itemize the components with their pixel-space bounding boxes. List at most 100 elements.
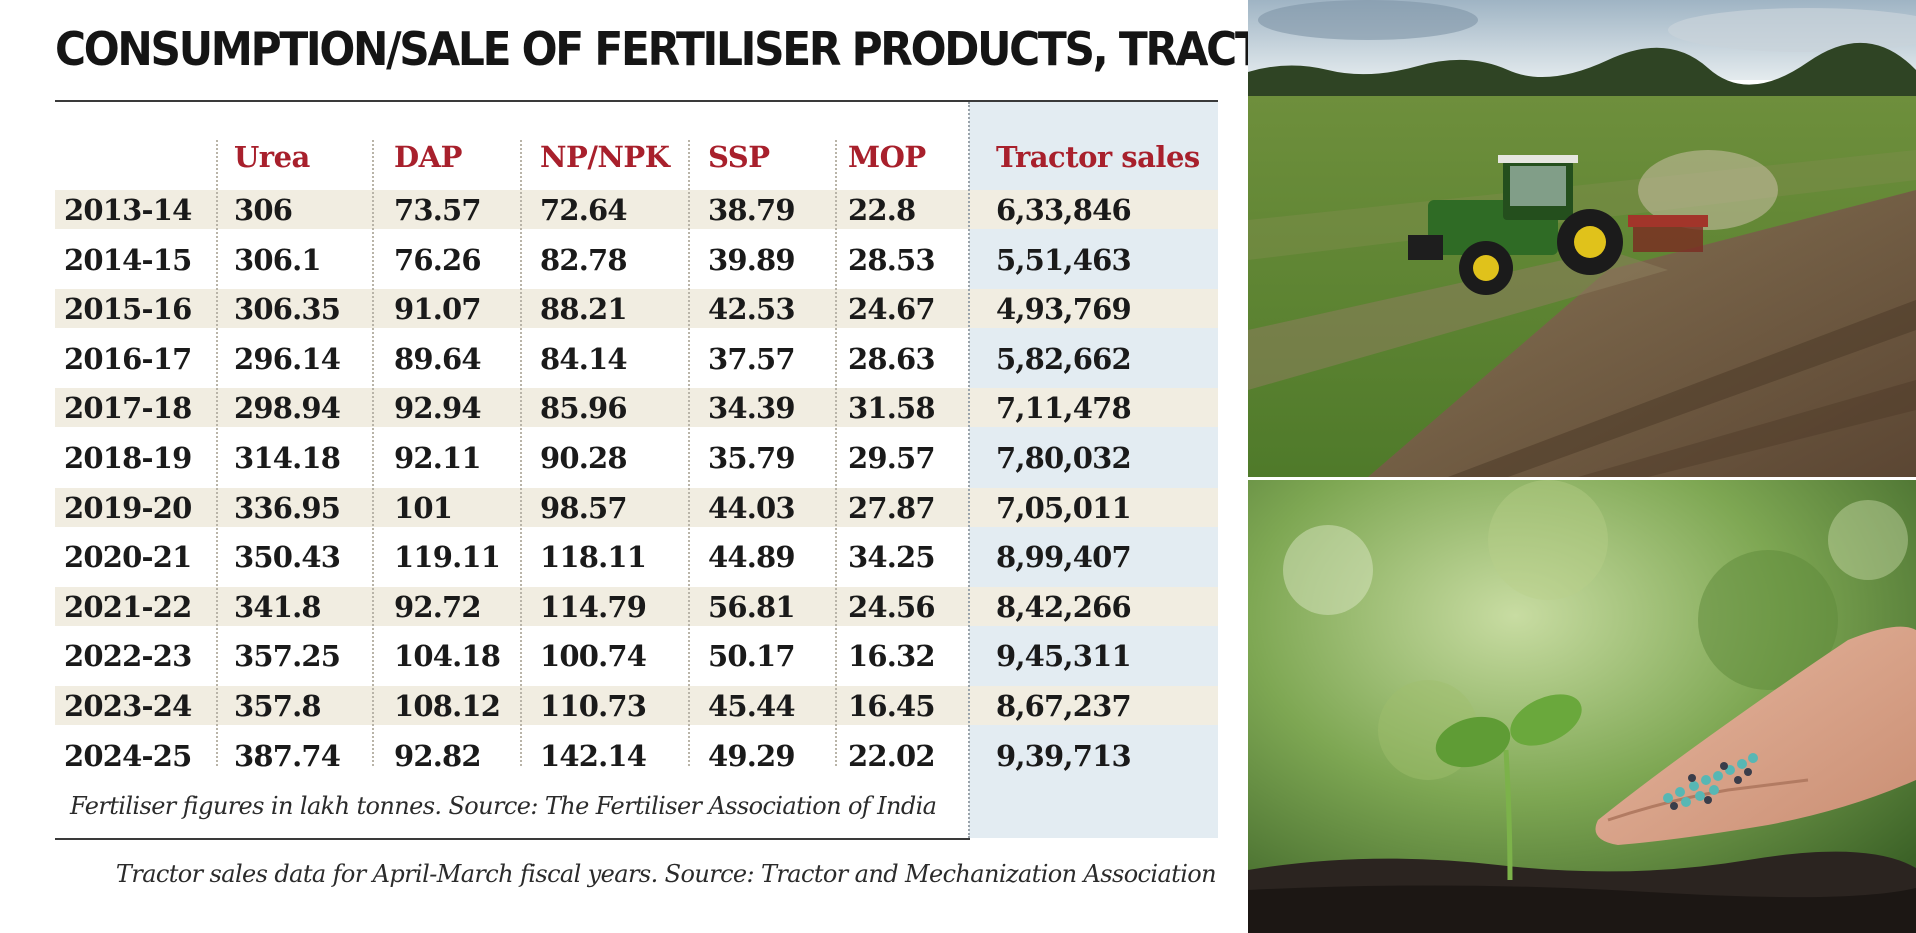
table-row: 2018-19 314.18 92.11 90.28 35.79 29.57 7,80,03… — [0, 438, 1248, 478]
column-divider — [835, 140, 837, 766]
row-stripe — [55, 289, 1218, 329]
column-divider — [216, 140, 218, 766]
infographic-panel: CONSUMPTION/SALE OF FERTILISER PRODUCTS,… — [0, 22, 1356, 888]
table-row: 2013-14 306 73.57 72.64 38.79 22.8 6,33,846 — [0, 190, 1248, 230]
header-tractor-sales: Tractor sales — [996, 140, 1200, 174]
cell-np-npk: 142.14 — [540, 738, 647, 773]
cell-mop: 27.87 — [848, 490, 936, 525]
cell-dap: 92.94 — [394, 391, 482, 426]
cell-urea: 336.95 — [234, 490, 341, 525]
cell-np-npk: 90.28 — [540, 441, 628, 475]
row-stripe — [55, 388, 1218, 428]
cell-year: 2017-18 — [64, 391, 192, 426]
cell-dap: 91.07 — [394, 292, 482, 327]
cell-dap: 76.26 — [394, 242, 482, 277]
cell-np-npk: 88.21 — [540, 292, 628, 327]
table-row: 2014-15 306.1 76.26 82.78 39.89 28.53 5,51,463 — [0, 240, 1248, 280]
header-mop: MOP — [848, 140, 926, 174]
cell-year: 2018-19 — [64, 441, 192, 475]
cell-ssp: 45.44 — [708, 689, 796, 723]
cell-year: 2024-25 — [64, 738, 192, 773]
cell-urea: 306.35 — [234, 292, 341, 327]
cell-dap: 92.82 — [394, 738, 482, 773]
cell-np-npk: 100.74 — [540, 639, 647, 674]
cell-dap: 104.18 — [394, 639, 501, 674]
table-row: 2021-22 341.8 92.72 114.79 56.81 24.56 8,42,26… — [0, 587, 1248, 627]
cell-ssp: 44.89 — [708, 540, 796, 575]
header-dap: DAP — [394, 140, 462, 174]
cell-urea: 350.43 — [234, 540, 341, 575]
cell-ssp: 49.29 — [708, 738, 796, 773]
cell-tractor-sales: 6,33,846 — [996, 193, 1132, 227]
table-bottom-divider — [55, 838, 970, 840]
cell-tractor-sales: 5,82,662 — [996, 341, 1132, 376]
cell-year: 2015-16 — [64, 292, 192, 327]
cell-urea: 298.94 — [234, 391, 341, 426]
row-stripe — [55, 190, 1218, 229]
cell-np-npk: 72.64 — [540, 193, 628, 227]
table-row: 2015-16 306.35 91.07 88.21 42.53 24.67 4,93,76… — [0, 289, 1248, 329]
cell-np-npk: 82.78 — [540, 242, 628, 277]
cell-ssp: 34.39 — [708, 391, 796, 426]
cell-np-npk: 110.73 — [540, 689, 647, 723]
cell-tractor-sales: 8,42,266 — [996, 589, 1132, 624]
cell-dap: 89.64 — [394, 341, 482, 376]
cell-ssp: 50.17 — [708, 639, 796, 674]
cell-dap: 92.11 — [394, 441, 482, 475]
cell-year: 2013-14 — [64, 193, 192, 227]
cell-ssp: 37.57 — [708, 341, 796, 376]
cell-urea: 387.74 — [234, 738, 341, 773]
fertiliser-footnote: Fertiliser figures in lakh tonnes. Sourc… — [70, 792, 937, 820]
cell-np-npk: 84.14 — [540, 341, 628, 376]
cell-tractor-sales: 4,93,769 — [996, 292, 1132, 327]
cell-mop: 24.67 — [848, 292, 936, 327]
cell-mop: 22.02 — [848, 738, 936, 773]
cell-year: 2016-17 — [64, 341, 192, 376]
cell-ssp: 44.03 — [708, 490, 796, 525]
cell-tractor-sales: 7,11,478 — [996, 391, 1132, 426]
table-row: 2023-24 357.8 108.12 110.73 45.44 16.45 8,67,2… — [0, 686, 1248, 726]
cell-tractor-sales: 9,45,311 — [996, 639, 1132, 674]
row-stripe — [55, 586, 1218, 626]
cell-ssp: 56.81 — [708, 589, 796, 624]
column-divider — [372, 140, 374, 766]
cell-np-npk: 118.11 — [540, 540, 647, 575]
cell-np-npk: 98.57 — [540, 490, 628, 525]
cell-mop: 31.58 — [848, 391, 936, 426]
cell-urea: 341.8 — [234, 589, 322, 624]
cell-urea: 314.18 — [234, 441, 341, 475]
cell-ssp: 38.79 — [708, 193, 796, 227]
cell-tractor-sales: 9,39,713 — [996, 738, 1132, 773]
cell-urea: 357.8 — [234, 689, 322, 723]
infographic-title: CONSUMPTION/SALE OF FERTILISER PRODUCTS,… — [55, 22, 1356, 76]
cell-tractor-sales: 7,05,011 — [996, 490, 1132, 525]
header-ssp: SSP — [708, 140, 770, 174]
cell-year: 2022-23 — [64, 639, 192, 674]
cell-urea: 357.25 — [234, 639, 341, 674]
cell-mop: 29.57 — [848, 441, 936, 475]
cell-mop: 16.32 — [848, 639, 936, 674]
cell-year: 2023-24 — [64, 689, 192, 723]
cell-dap: 101 — [394, 490, 453, 525]
column-divider — [520, 140, 522, 766]
cell-dap: 108.12 — [394, 689, 501, 723]
cell-dap: 92.72 — [394, 589, 482, 624]
hand-fertiliser-photo — [1248, 480, 1916, 933]
cell-dap: 73.57 — [394, 193, 482, 227]
cell-mop: 34.25 — [848, 540, 936, 575]
tractor-field-photo — [1248, 0, 1916, 477]
cell-tractor-sales: 7,80,032 — [996, 441, 1132, 475]
cell-mop: 28.53 — [848, 242, 936, 277]
cell-np-npk: 85.96 — [540, 391, 628, 426]
cell-tractor-sales: 5,51,463 — [996, 242, 1132, 277]
header-urea: Urea — [234, 140, 310, 174]
cell-year: 2019-20 — [64, 490, 192, 525]
cell-year: 2014-15 — [64, 242, 192, 277]
cell-urea: 296.14 — [234, 341, 341, 376]
cell-ssp: 35.79 — [708, 441, 796, 475]
title-divider — [55, 100, 1218, 102]
column-divider — [688, 140, 690, 766]
cell-urea: 306 — [234, 193, 293, 227]
table-row: 2022-23 357.25 104.18 100.74 50.17 16.32 9,45,… — [0, 636, 1248, 676]
cell-dap: 119.11 — [394, 540, 501, 575]
